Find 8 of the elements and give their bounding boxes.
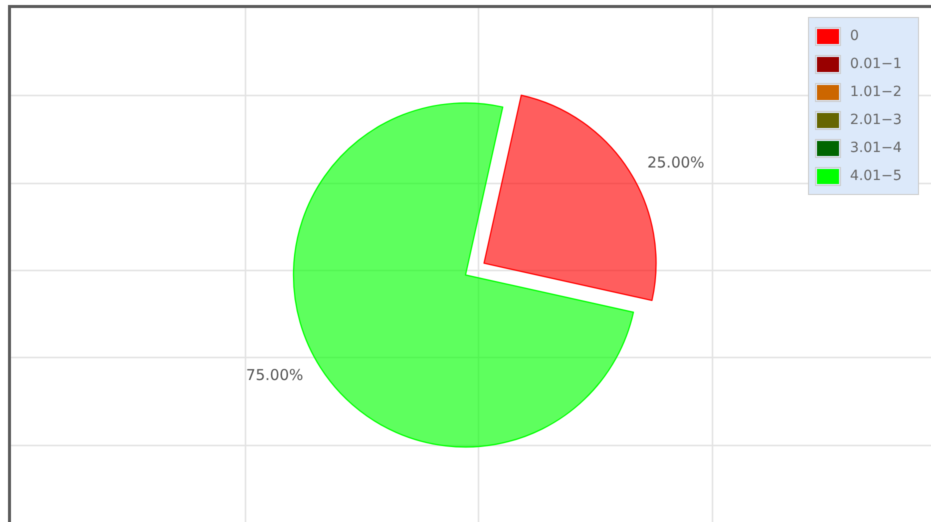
legend-label: 4.01−5: [850, 168, 902, 184]
legend-label: 1.01−2: [850, 84, 902, 100]
legend-label: 0: [850, 28, 859, 44]
data-label: 75.00%: [246, 366, 304, 384]
legend-label: 2.01−3: [850, 112, 902, 128]
legend-label: 0.01−1: [850, 56, 902, 72]
legend-label: 3.01−4: [850, 140, 902, 156]
data-label: 25.00%: [647, 153, 704, 172]
